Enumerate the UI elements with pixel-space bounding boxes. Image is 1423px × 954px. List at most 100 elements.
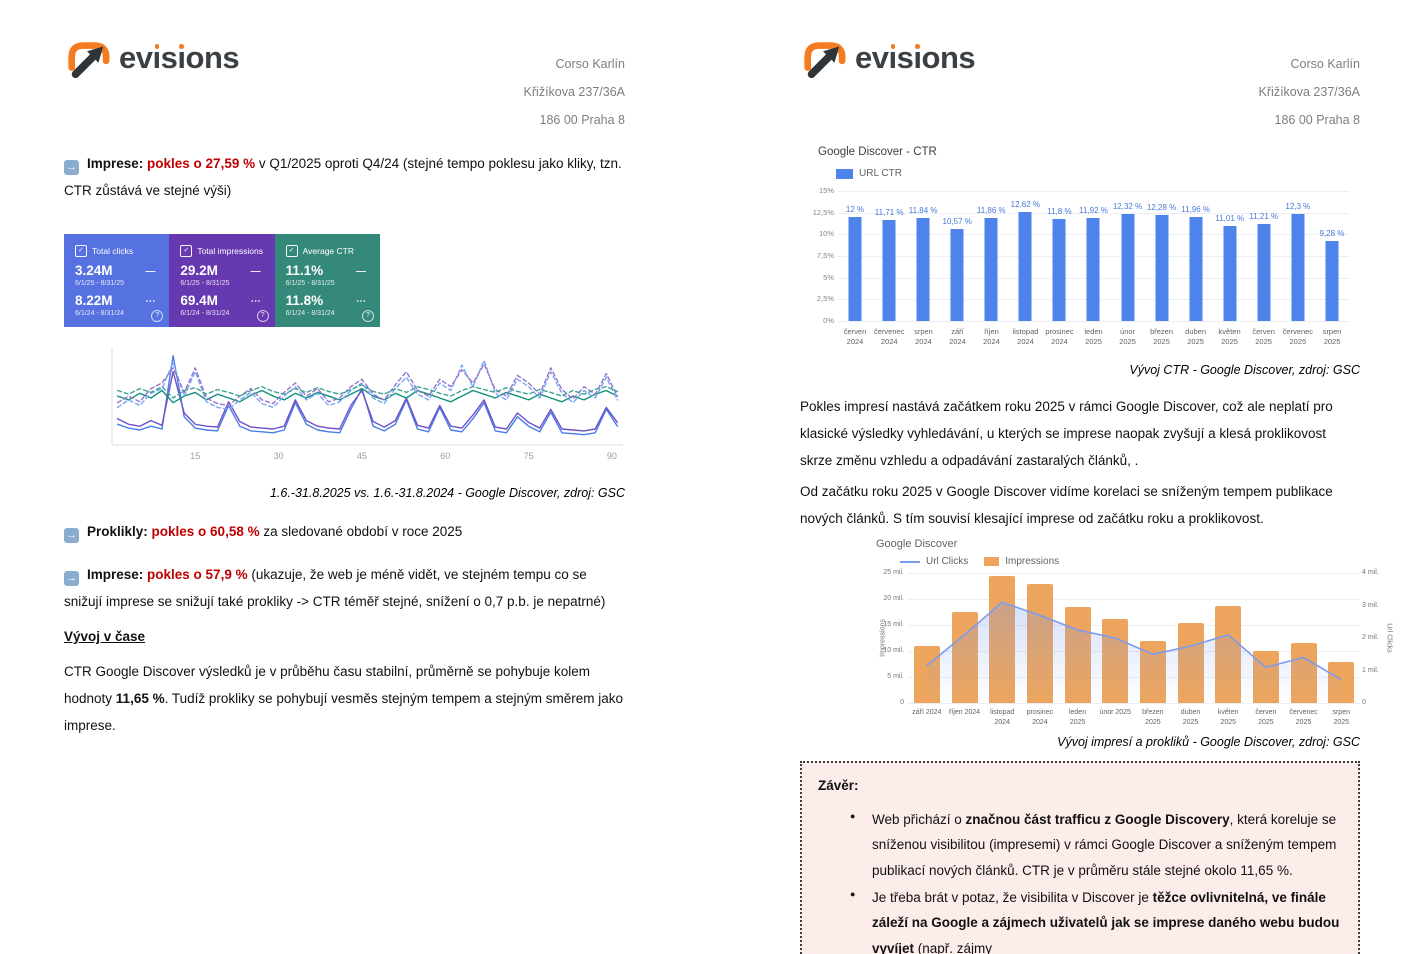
y-axis-label: 12,5% bbox=[812, 207, 834, 217]
legend-swatch bbox=[984, 557, 1000, 567]
x-axis-label: červen 2025 bbox=[1252, 327, 1275, 347]
help-icon: ? bbox=[361, 310, 374, 322]
x-axis-label: prosinec 2024 bbox=[1045, 327, 1074, 347]
metric-previous-range: 6/1/24 - 8/31/24 bbox=[285, 309, 335, 317]
metric-previous-range: 6/1/24 - 8/31/24 bbox=[75, 309, 125, 317]
bar-column: 11,96 % bbox=[1179, 191, 1213, 321]
bar-column: 11,86 % bbox=[974, 191, 1008, 321]
ellipsis-icon: ⋯ bbox=[250, 295, 262, 307]
gridline bbox=[838, 321, 1349, 322]
impressions-clicks-combo-chart: Google Discover Url Clicks Impressions 0 5 m… bbox=[876, 538, 1393, 727]
bar-value-label: 11,92 % bbox=[1079, 205, 1108, 215]
page-header: evısıons Corso Karlín Křižíkova 237/36A … bbox=[800, 0, 1360, 134]
right-axis-label: 3 mil. bbox=[1362, 601, 1379, 609]
x-axis-label: květen 2025 bbox=[1218, 327, 1241, 347]
y-axis-label: 5% bbox=[823, 272, 834, 282]
evisions-logo-icon bbox=[804, 42, 846, 79]
dash-icon: — bbox=[250, 265, 262, 277]
gridline bbox=[838, 212, 1349, 214]
bar-value-label: 12 % bbox=[845, 205, 865, 214]
chart-legend: Url Clicks Impressions bbox=[900, 556, 1390, 567]
text-segment: v Q1/2025 oproti Q4/24 (stejné tempo pok… bbox=[64, 156, 622, 198]
text-segment: 11,65 % bbox=[115, 691, 165, 706]
bar-value-label: 11,84 % bbox=[908, 206, 938, 216]
x-axis-label: srpen 2025 bbox=[1332, 709, 1350, 726]
dash-icon: — bbox=[355, 265, 367, 277]
bar-column: 11,01 % bbox=[1213, 191, 1247, 321]
bar bbox=[1086, 217, 1100, 321]
text-segment: Je třeba brát v potaz, že visibilita v D… bbox=[872, 889, 1153, 905]
text-segment: pokles o 60,58 % bbox=[151, 524, 260, 539]
x-axis-label: září 2024 bbox=[949, 327, 966, 347]
bar-column: 12 % bbox=[838, 191, 872, 321]
y-axis-label: 0% bbox=[823, 316, 834, 325]
gridline bbox=[838, 191, 1349, 192]
bar bbox=[848, 217, 862, 321]
metric-card-label: Total impressions bbox=[197, 246, 263, 256]
svg-text:15: 15 bbox=[190, 451, 200, 461]
arrow-bullet-icon: → bbox=[64, 571, 79, 586]
bar-value-label: 12,3 % bbox=[1285, 202, 1311, 212]
svg-text:60: 60 bbox=[440, 451, 450, 461]
right-axis-label: 1 mil. bbox=[1362, 666, 1379, 674]
metric-card-label: Average CTR bbox=[302, 246, 354, 256]
bar-column: 12,3 % bbox=[1281, 191, 1315, 321]
bar-value-label: 11,01 % bbox=[1215, 213, 1245, 223]
text-segment: Imprese: bbox=[87, 567, 148, 582]
x-axis-label: duben 2025 bbox=[1185, 327, 1207, 347]
left-axis-label: 10 mil. bbox=[883, 647, 904, 655]
text-segment: Pokles impresí nastává začátkem roku 202… bbox=[800, 399, 1333, 469]
zaver-bullets: Web přichází o značnou část trafficu z G… bbox=[848, 807, 1342, 954]
ctr-bar-chart: Google Discover - CTR URL CTR 0% 2,5% 5% 7,5%… bbox=[800, 146, 1357, 347]
text-segment: za sledované období v roce 2025 bbox=[259, 524, 463, 539]
text-segment: Od začátku roku 2025 v Google Discover v… bbox=[800, 484, 1333, 527]
logo-letter-i: ı bbox=[888, 40, 898, 75]
y-axis-label: 2,5% bbox=[816, 294, 834, 304]
metric-card-header: ✓ Total impressions bbox=[180, 245, 265, 257]
left-axis-label: 20 mil. bbox=[883, 595, 904, 603]
text-segment: Proklikly: bbox=[87, 524, 152, 539]
pokles-impresi-text: Pokles impresí nastává začátkem roku 202… bbox=[800, 399, 1333, 468]
metric-previous-row: 11.8% ⋯ bbox=[286, 293, 371, 309]
ellipsis-icon: ⋯ bbox=[145, 295, 157, 307]
bar bbox=[1121, 214, 1135, 321]
gridline bbox=[908, 599, 1360, 601]
x-axis-label: únor 2025 bbox=[1099, 709, 1131, 717]
zaver-bullet-2: Je třeba brát v potaz, že visibilita v D… bbox=[848, 885, 1342, 954]
gridline bbox=[908, 573, 1360, 575]
metric-current-value: 11.1% bbox=[285, 263, 324, 278]
metric-previous-range: 6/1/24 - 8/31/24 bbox=[180, 309, 230, 317]
text-segment: Web přichází o bbox=[872, 811, 966, 827]
bar-column: 12,62 % bbox=[1008, 191, 1042, 321]
legend-label: Impressions bbox=[1005, 556, 1060, 568]
bar bbox=[1018, 211, 1032, 321]
address-line-3: 186 00 Praha 8 bbox=[539, 113, 626, 127]
combo-plot: 0 5 mil. 10 mil. 15 mil. 20 mil. 25 mil. 0 1 mi… bbox=[879, 569, 1392, 706]
bar bbox=[882, 219, 896, 321]
legend-line-swatch bbox=[900, 560, 920, 563]
y-axis-label: 7,5% bbox=[816, 251, 834, 260]
help-icon: ? bbox=[151, 310, 164, 322]
text-segment: těžce ovlivnitelná, ve finále záleží na … bbox=[872, 889, 1340, 954]
url-clicks-line bbox=[926, 601, 1342, 704]
bar-value-label: 12,62 % bbox=[1010, 199, 1041, 209]
help-icon: ? bbox=[256, 310, 269, 322]
bar-value-label: 12,28 % bbox=[1146, 202, 1177, 212]
text-segment: pokles o 57,9 % bbox=[147, 567, 248, 582]
comparison-chart-caption: 1.6.-31.8.2025 vs. 1.6.-31.8.2024 - Goog… bbox=[269, 486, 625, 500]
bar-column: 11,84 % bbox=[906, 191, 940, 321]
left-axis-label: 5 mil. bbox=[887, 673, 904, 681]
metric-current-row: 29.2M — bbox=[180, 263, 265, 279]
imprese-text: Imprese: pokles o 57,9 % (ukazuje, že we… bbox=[64, 567, 605, 609]
right-axis-title: Url Clicks bbox=[1385, 623, 1393, 654]
gsc-summary-cards: ✓ Total clicks 3.24M — 6/1/25 - 8/31/25 8.22M… bbox=[64, 234, 380, 327]
y-axis-label: 10% bbox=[818, 229, 834, 239]
gridline bbox=[908, 703, 1360, 705]
metric-current-row: 3.24M — bbox=[75, 263, 160, 279]
bar-column: 10,57 % bbox=[940, 191, 974, 321]
page-2: evısıons Corso Karlín Křižíkova 237/36A … bbox=[711, 0, 1423, 954]
metric-current-value: 3.24M bbox=[75, 263, 113, 278]
x-axis-label: červenec 2024 bbox=[874, 327, 905, 347]
x-axis-label: červenec 2025 bbox=[1282, 327, 1314, 347]
bar-column: 11,71 % bbox=[872, 191, 906, 321]
